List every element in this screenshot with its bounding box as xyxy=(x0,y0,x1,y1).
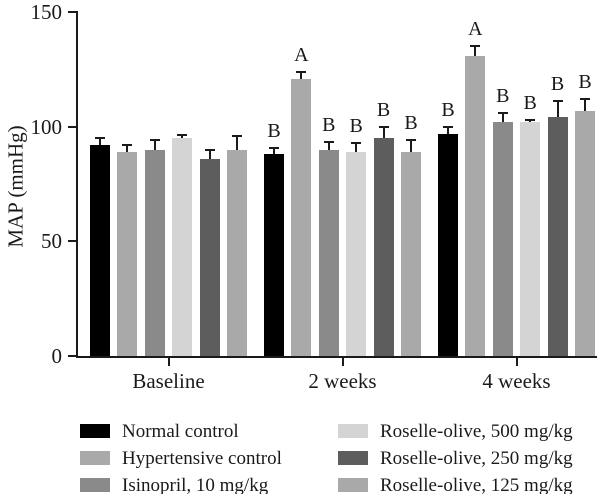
significance-letter: A xyxy=(468,18,483,41)
error-bar-cap xyxy=(296,70,307,73)
error-bar-line xyxy=(382,126,385,139)
y-tick-label: 100 xyxy=(30,114,63,139)
legend: Normal control Hypertensive control Isinop… xyxy=(0,408,600,494)
legend-label: Normal control xyxy=(122,421,239,442)
error-bar-cap xyxy=(497,111,508,114)
significance-letter: A xyxy=(294,43,309,66)
y-tick-label: 0 xyxy=(51,344,63,368)
error-bar-cap xyxy=(378,125,389,128)
significance-letter: B xyxy=(578,71,592,94)
significance-letter: B xyxy=(550,73,565,96)
bar xyxy=(465,55,486,356)
error-bar-line xyxy=(126,145,129,152)
error-bar-line xyxy=(236,135,238,150)
error-bar-cap xyxy=(443,125,453,128)
legend-label: Roselle-olive, 250 mg/kg xyxy=(380,448,573,469)
bar xyxy=(318,149,339,356)
bar xyxy=(520,122,541,356)
x-axis-line xyxy=(76,356,597,358)
y-axis-tick xyxy=(68,11,76,13)
significance-letter: B xyxy=(496,84,510,107)
error-bar-line xyxy=(153,140,156,150)
error-bar-cap xyxy=(323,140,334,143)
legend-swatch xyxy=(338,424,368,438)
bar xyxy=(199,158,220,356)
error-bar-cap xyxy=(406,139,416,142)
error-bar-cap xyxy=(470,45,481,48)
error-bar-cap xyxy=(269,147,279,150)
significance-letter: B xyxy=(267,120,281,143)
x-axis-tick xyxy=(341,358,344,366)
x-tick-label: 2 weeks xyxy=(308,369,377,393)
error-bar-cap xyxy=(525,118,536,121)
error-bar-cap xyxy=(95,137,105,140)
y-axis-tick xyxy=(68,125,76,128)
error-bar-line xyxy=(447,126,449,134)
bar xyxy=(547,117,568,356)
error-bar-cap xyxy=(232,134,242,137)
bar xyxy=(144,149,165,356)
legend-swatch xyxy=(338,478,368,492)
significance-letter: B xyxy=(322,113,336,136)
bar xyxy=(373,138,394,356)
error-bar-line xyxy=(529,119,532,123)
bar xyxy=(438,133,458,356)
x-axis-tick xyxy=(167,358,170,366)
error-bar-line xyxy=(501,112,504,123)
legend-swatch xyxy=(80,424,110,438)
bar xyxy=(90,145,110,356)
bar xyxy=(172,138,193,356)
x-axis-tick xyxy=(515,358,518,366)
error-bar-line xyxy=(355,142,358,152)
error-bar-cap xyxy=(552,100,563,103)
error-bar-cap xyxy=(204,148,215,151)
error-bar-line xyxy=(99,138,101,145)
y-axis-line xyxy=(76,11,78,358)
error-bar-line xyxy=(584,99,586,111)
bar xyxy=(575,110,595,356)
legend-label: Roselle-olive, 500 mg/kg xyxy=(380,421,573,442)
significance-letter: B xyxy=(441,98,455,121)
significance-letter: B xyxy=(523,91,537,114)
error-bar-line xyxy=(208,149,211,159)
legend-label: Hypertensive control xyxy=(122,448,282,469)
legend-label: Isinopril, 10 mg/kg xyxy=(122,475,269,494)
bar xyxy=(117,151,138,356)
bar xyxy=(401,151,421,356)
x-tick-label: 4 weeks xyxy=(482,369,551,393)
error-bar-line xyxy=(181,134,184,139)
error-bar-line xyxy=(556,101,559,118)
x-tick-label: Baseline xyxy=(132,369,205,393)
legend-swatch xyxy=(80,451,110,465)
significance-letter: B xyxy=(404,112,418,135)
error-bar-line xyxy=(410,140,412,152)
y-axis-tick xyxy=(68,240,76,243)
y-tick-label: 50 xyxy=(41,229,62,254)
error-bar-cap xyxy=(351,141,362,144)
bar xyxy=(346,151,367,356)
legend-swatch xyxy=(80,478,110,492)
legend-swatch xyxy=(338,451,368,465)
error-bar-line xyxy=(300,71,303,79)
bar xyxy=(227,149,247,356)
significance-letter: B xyxy=(376,98,391,121)
y-axis-tick xyxy=(68,355,76,357)
error-bar-cap xyxy=(177,133,188,136)
error-bar-line xyxy=(327,141,330,150)
error-bar-line xyxy=(474,46,477,56)
error-bar-cap xyxy=(149,139,160,142)
bar xyxy=(264,154,284,356)
error-bar-cap xyxy=(122,144,133,146)
significance-letter: B xyxy=(349,114,363,137)
bar xyxy=(492,122,513,356)
y-tick-label: 150 xyxy=(30,0,63,24)
error-bar-cap xyxy=(580,98,590,101)
error-bar-line xyxy=(273,148,275,155)
bar xyxy=(291,78,312,356)
legend-label: Roselle-olive, 125 mg/kg xyxy=(380,475,573,494)
